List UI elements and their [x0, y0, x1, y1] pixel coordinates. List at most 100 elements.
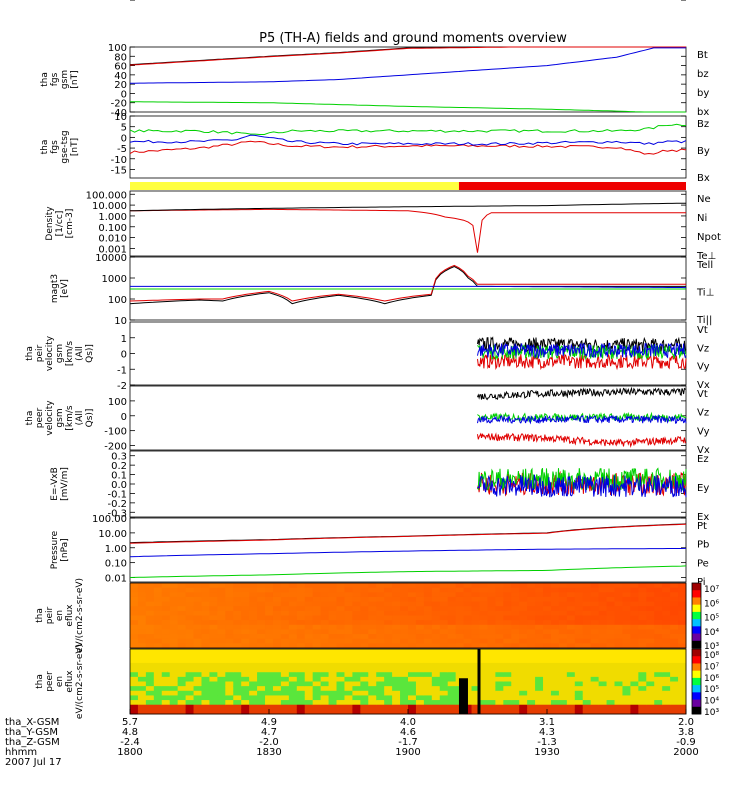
heatmap-cell [439, 681, 449, 687]
heatmap-cell [130, 587, 139, 593]
heatmap-cell [447, 709, 457, 715]
heatmap-cell [527, 695, 536, 701]
heatmap-cell [638, 638, 647, 644]
heatmap-cell [130, 629, 139, 635]
heatmap-cell [336, 662, 345, 669]
heatmap-cell [328, 592, 338, 598]
heatmap-cell [606, 709, 616, 715]
heatmap-cell [153, 587, 163, 593]
heatmap-cell [431, 672, 441, 678]
heatmap-cell [225, 704, 234, 710]
heatmap-cell [543, 587, 552, 593]
heatmap-cell [535, 615, 544, 621]
heatmap-cell [241, 681, 250, 687]
heatmap-cell [328, 610, 338, 616]
heatmap-cell [550, 653, 560, 659]
heatmap-cell [423, 601, 433, 607]
heatmap-cell [145, 601, 155, 607]
x-row-value: 1830 [256, 747, 281, 758]
heatmap-cell [479, 676, 488, 682]
heatmap-cell [209, 583, 218, 589]
heatmap-cell [662, 643, 671, 649]
heatmap-cell [392, 620, 401, 626]
heatmap-cell [614, 583, 623, 589]
heatmap-cell [519, 638, 528, 644]
heatmap-cell [400, 700, 409, 706]
heatmap-cell [288, 653, 298, 659]
heatmap-cell [550, 638, 560, 644]
heatmap-cell [312, 583, 322, 589]
heatmap-cell [423, 704, 433, 710]
heatmap-cell [606, 629, 616, 635]
heatmap-cell [447, 695, 457, 701]
heatmap-cell [447, 615, 457, 621]
heatmap-cell [543, 615, 552, 621]
heatmap-cell [193, 601, 202, 607]
heatmap-cell [670, 629, 679, 635]
heatmap-cell [233, 606, 242, 612]
heatmap-cell [384, 615, 393, 621]
heatmap-cell [209, 662, 218, 669]
heatmap-cell [606, 667, 616, 673]
heatmap-cell [431, 624, 441, 630]
heatmap-cell [201, 610, 210, 616]
heatmap-cell [447, 624, 457, 630]
heatmap-cell [439, 634, 449, 640]
heatmap-cell [646, 583, 655, 589]
heatmap-cell [344, 658, 353, 664]
heatmap-cell [185, 596, 195, 603]
heatmap-cell [471, 620, 480, 626]
heatmap-cell [288, 592, 298, 598]
heatmap-cell [177, 620, 187, 626]
heatmap-cell [646, 649, 655, 655]
heatmap-cell [344, 686, 353, 692]
heatmap-cell [193, 658, 202, 664]
heatmap-cell [217, 596, 226, 603]
heatmap-cell [455, 615, 465, 621]
heatmap-cell [185, 700, 195, 706]
y-axis-label-word: (All [75, 346, 85, 361]
heatmap-cell [423, 610, 433, 616]
heatmap-cell [638, 658, 647, 664]
heatmap-cell [328, 695, 338, 701]
heatmap-cell [431, 610, 441, 616]
heatmap-cell [344, 624, 353, 630]
heatmap-cell [431, 629, 441, 635]
heatmap-cell [558, 624, 568, 630]
y-tick-label: 0 [121, 350, 127, 361]
y-tick-label: 1000 [102, 0, 127, 3]
y-axis-label-word: tha [25, 411, 35, 426]
heatmap-cell [439, 629, 449, 635]
legend-entry: bx [697, 107, 709, 118]
heatmap-cell [185, 649, 195, 655]
heatmap-cell [169, 690, 179, 696]
heatmap-cell [161, 690, 171, 696]
heatmap-cell [511, 686, 520, 692]
y-axis-label-word: peir [35, 344, 45, 362]
heatmap-cell [550, 676, 560, 682]
heatmap-cell [431, 587, 441, 593]
heatmap-cell [360, 596, 369, 603]
heatmap-cell [487, 629, 496, 635]
heatmap-cell [400, 634, 409, 640]
heatmap-cell [439, 592, 449, 598]
heatmap-cell [630, 700, 639, 706]
heatmap-cell [503, 690, 512, 696]
heatmap-cell [249, 662, 258, 669]
heatmap-cell [566, 583, 576, 589]
heatmap-cell [304, 601, 314, 607]
heatmap-cell [630, 620, 639, 626]
heatmap-cell [558, 709, 568, 715]
heatmap-cell [312, 596, 322, 603]
heatmap-cell [535, 653, 544, 659]
heatmap-cell [304, 638, 314, 644]
heatmap-cell [360, 700, 369, 706]
heatmap-cell [511, 624, 520, 630]
heatmap-cell [519, 686, 528, 692]
heatmap-cell [368, 615, 377, 621]
heatmap-cell [590, 638, 600, 644]
heatmap-cell [145, 638, 155, 644]
heatmap-cell [558, 634, 568, 640]
heatmap-cell [662, 601, 671, 607]
heatmap-cell [415, 676, 425, 682]
